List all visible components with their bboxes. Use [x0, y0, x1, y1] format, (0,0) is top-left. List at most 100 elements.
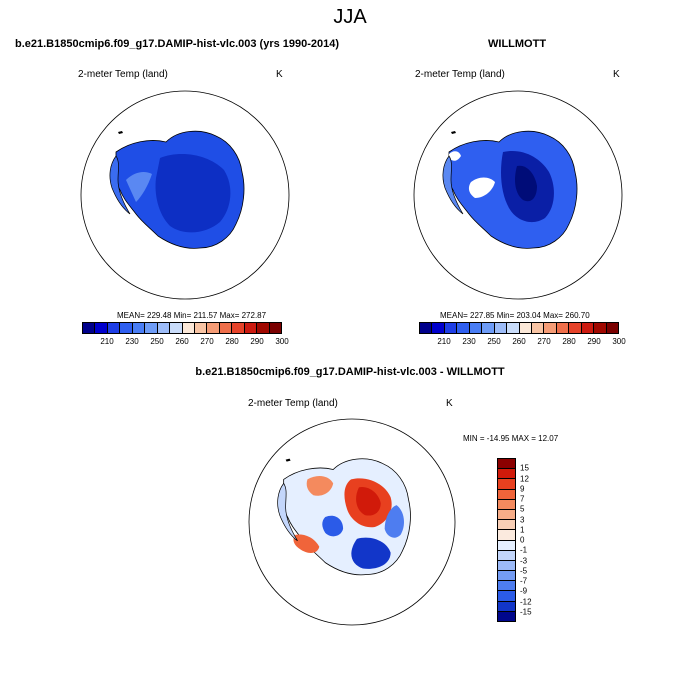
- colorbar-swatch: [132, 323, 146, 333]
- colorbar-swatch: [519, 323, 532, 333]
- colorbar-swatch: [556, 323, 570, 333]
- panel2-shelf-blank2: [449, 151, 461, 161]
- colorbar-tick-label: 15: [520, 463, 529, 473]
- colorbar-tick-label: 210: [437, 337, 451, 346]
- colorbar-tick-label: 7: [520, 494, 525, 504]
- colorbar-tick-label: 300: [612, 337, 626, 346]
- colorbar-swatch: [207, 323, 220, 333]
- colorbar-swatch: [219, 323, 233, 333]
- panel3-cold-anomaly-east: [384, 505, 404, 538]
- panel1-peninsula: [109, 155, 131, 215]
- colorbar-swatch: [498, 571, 515, 582]
- colorbar-swatch: [498, 601, 515, 612]
- colorbar-tick-label: 230: [462, 337, 476, 346]
- colorbar-tick-label: 270: [537, 337, 551, 346]
- colorbar-swatch: [498, 489, 515, 500]
- panel3-map: [248, 418, 456, 626]
- colorbar-tick-label: 3: [520, 515, 525, 524]
- panel2-peninsula: [442, 155, 464, 215]
- colorbar-swatch: [498, 581, 515, 592]
- colorbar-swatch: [498, 560, 515, 572]
- colorbar-tick-label: -12: [520, 597, 532, 606]
- colorbar-swatch: [444, 323, 458, 333]
- colorbar-swatch: [469, 323, 483, 333]
- colorbar-swatch: [83, 323, 96, 333]
- colorbar-swatch: [498, 611, 515, 621]
- colorbar-swatch: [232, 323, 245, 333]
- colorbar-swatch: [498, 509, 515, 521]
- colorbar-swatch: [498, 469, 515, 480]
- colorbar-swatch: [257, 323, 270, 333]
- colorbar-swatch: [457, 323, 470, 333]
- panel2-stats: MEAN= 227.85 Min= 203.04 Max= 260.70: [440, 311, 590, 320]
- colorbar-swatch: [95, 323, 108, 333]
- colorbar-swatch: [494, 323, 508, 333]
- panel3-warm-anomaly-core: [356, 487, 381, 516]
- colorbar-swatch: [498, 530, 515, 541]
- colorbar-tick-label: -3: [520, 556, 528, 565]
- colorbar-tick-label: -5: [520, 566, 528, 576]
- panel1-stats: MEAN= 229.48 Min= 211.57 Max= 272.87: [117, 311, 267, 320]
- colorbar-swatch: [498, 591, 515, 602]
- colorbar-tick-label: -15: [520, 607, 532, 617]
- colorbar-tick-label: 250: [487, 337, 501, 346]
- colorbar-tick-label: 210: [100, 337, 114, 346]
- panel2-ice-shelf-blank: [468, 177, 495, 198]
- colorbar-tick-label: 1: [520, 525, 525, 535]
- colorbar-swatch: [498, 550, 515, 561]
- colorbar-swatch: [120, 323, 133, 333]
- colorbar-tick-label: 0: [520, 535, 525, 545]
- panel3-cold-anomaly-shelf: [322, 515, 344, 537]
- panel3-title: b.e21.B1850cmip6.f09_g17.DAMIP-hist-vlc.…: [195, 366, 505, 378]
- panel2-variable-label: 2-meter Temp (land): [415, 69, 505, 80]
- panel1-interior-cold: [155, 154, 231, 233]
- colorbar-swatch: [498, 540, 515, 551]
- colorbar-tick-label: 300: [275, 337, 289, 346]
- colorbar-swatch: [507, 323, 520, 333]
- colorbar-swatch: [581, 323, 595, 333]
- panel3-cold-anomaly-south: [351, 537, 391, 569]
- colorbar-tick-label: 12: [520, 474, 529, 483]
- colorbar-tick-label: 260: [175, 337, 189, 346]
- panel3-warm-anomaly-west: [306, 475, 334, 496]
- panel3-colorbar: [497, 458, 516, 622]
- panel1-unit-label: K: [276, 69, 283, 80]
- panel2-island: [451, 131, 456, 134]
- colorbar-swatch: [182, 323, 195, 333]
- colorbar-swatch: [157, 323, 171, 333]
- panel1-title: b.e21.B1850cmip6.f09_g17.DAMIP-hist-vlc.…: [15, 38, 340, 50]
- colorbar-tick-label: 290: [250, 337, 264, 346]
- colorbar-tick-label: 290: [587, 337, 601, 346]
- colorbar-tick-label: 230: [125, 337, 139, 346]
- panel3-colorbar-ticks: 15 12 9 7 5 3 1 0 -1 -3 -5 -7 -9 -12 -15: [520, 458, 560, 622]
- colorbar-swatch: [498, 520, 515, 531]
- panel1-map: [80, 90, 290, 300]
- colorbar-tick-label: -9: [520, 586, 528, 596]
- panel2-colorbar: [419, 322, 619, 334]
- colorbar-tick-label: 260: [512, 337, 526, 346]
- figure-title: JJA: [333, 6, 367, 28]
- panel1-colorbar-ticks: 210 230 250 260 270 280 290 300: [82, 337, 288, 347]
- panel2-core-cold: [515, 165, 537, 202]
- panel3-island: [285, 458, 291, 462]
- colorbar-swatch: [594, 323, 607, 333]
- colorbar-swatch: [498, 479, 515, 490]
- colorbar-tick-label: 270: [200, 337, 214, 346]
- colorbar-swatch: [531, 323, 545, 333]
- colorbar-tick-label: 280: [225, 337, 239, 346]
- colorbar-tick-label: 9: [520, 484, 525, 494]
- colorbar-tick-label: 250: [150, 337, 164, 346]
- colorbar-swatch: [498, 499, 515, 510]
- panel2-title: WILLMOTT: [488, 38, 547, 50]
- panel1-island: [118, 131, 123, 134]
- colorbar-swatch: [107, 323, 121, 333]
- colorbar-tick-label: -1: [520, 545, 528, 555]
- panel1-coast-warm: [126, 172, 152, 202]
- panel3-stats: MIN = -14.95 MAX = 12.07: [463, 434, 559, 443]
- colorbar-tick-label: -7: [520, 576, 528, 586]
- colorbar-swatch: [170, 323, 183, 333]
- colorbar-swatch: [194, 323, 208, 333]
- panel3-peninsula: [277, 482, 298, 542]
- panel2-colorbar-ticks: 210 230 250 260 270 280 290 300: [419, 337, 625, 347]
- panel2-unit-label: K: [613, 69, 620, 80]
